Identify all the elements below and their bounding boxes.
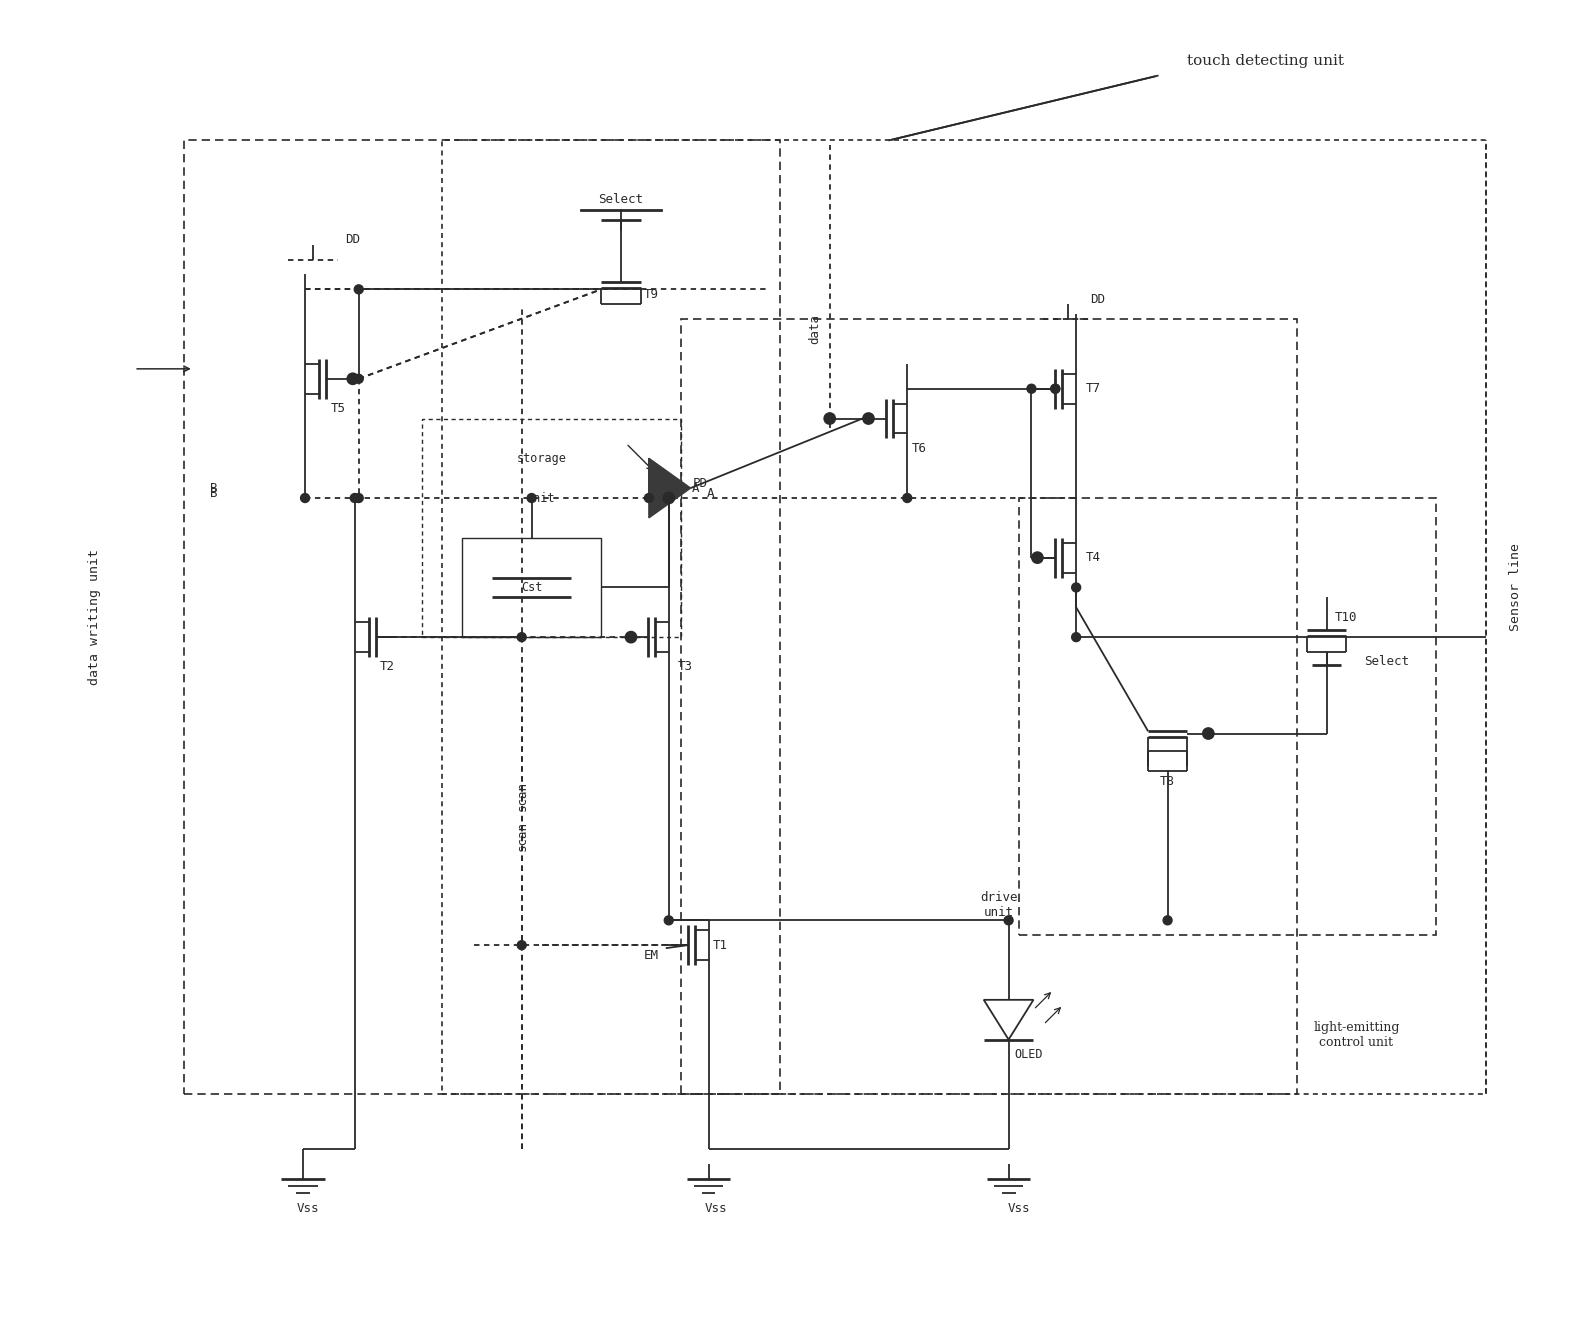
Bar [422,419,680,637]
Text: scan: scan [515,820,528,851]
Circle shape [824,414,835,424]
Text: Sensor line: Sensor line [1509,544,1521,631]
Text: EM: EM [643,948,658,961]
Text: T4: T4 [1085,551,1101,564]
Circle shape [517,940,526,950]
Text: OLED: OLED [1014,1048,1043,1062]
Circle shape [1051,385,1060,394]
Text: Cst: Cst [521,581,542,594]
Text: Select: Select [598,194,644,207]
Text: T5: T5 [331,402,345,415]
Circle shape [517,632,526,641]
Polygon shape [649,458,690,518]
Bar [1019,498,1436,935]
Text: data: data [808,313,821,344]
Circle shape [625,632,636,643]
Circle shape [902,494,912,503]
Text: unit: unit [528,491,556,504]
Circle shape [663,493,674,503]
Bar [680,319,1296,1094]
Text: Select: Select [1364,656,1408,669]
Circle shape [350,494,359,503]
Text: DD: DD [345,233,361,246]
Text: scan: scan [515,781,528,811]
Text: T1: T1 [713,939,728,952]
Circle shape [1071,583,1080,591]
Bar [461,537,602,637]
Circle shape [1005,915,1013,925]
Circle shape [301,494,310,503]
Bar [184,141,780,1094]
Text: T2: T2 [380,660,395,673]
Text: B: B [209,486,217,499]
Circle shape [1071,632,1080,641]
Circle shape [354,494,364,503]
Circle shape [665,494,673,503]
Text: T6: T6 [912,441,926,454]
Circle shape [644,494,654,503]
Text: touch detecting unit: touch detecting unit [1188,54,1345,67]
Circle shape [1027,385,1036,394]
Text: A: A [707,486,713,499]
Text: PD: PD [693,477,709,490]
Text: drive
unit: drive unit [980,892,1017,919]
Circle shape [665,494,673,503]
Text: Vss: Vss [1008,1202,1030,1216]
Circle shape [863,414,874,424]
Circle shape [354,284,364,294]
Circle shape [1162,915,1172,925]
Text: Vss: Vss [296,1202,320,1216]
Text: light-emitting
control unit: light-emitting control unit [1314,1021,1400,1048]
Circle shape [354,374,364,383]
Text: data writing unit: data writing unit [88,549,101,685]
Text: T8: T8 [1161,774,1175,788]
Bar [443,141,1485,1094]
Text: B: B [209,482,217,495]
Text: DD: DD [1090,292,1106,306]
Circle shape [528,494,536,503]
Circle shape [1203,728,1214,739]
Circle shape [1032,552,1043,564]
Text: T9: T9 [643,288,658,300]
Text: A: A [691,482,699,495]
Circle shape [348,373,358,385]
Text: T7: T7 [1085,382,1101,395]
Text: Vss: Vss [704,1202,726,1216]
Text: T3: T3 [679,660,693,673]
Circle shape [1051,385,1060,394]
Circle shape [665,915,673,925]
Text: T10: T10 [1336,611,1358,624]
Text: storage: storage [517,452,567,465]
